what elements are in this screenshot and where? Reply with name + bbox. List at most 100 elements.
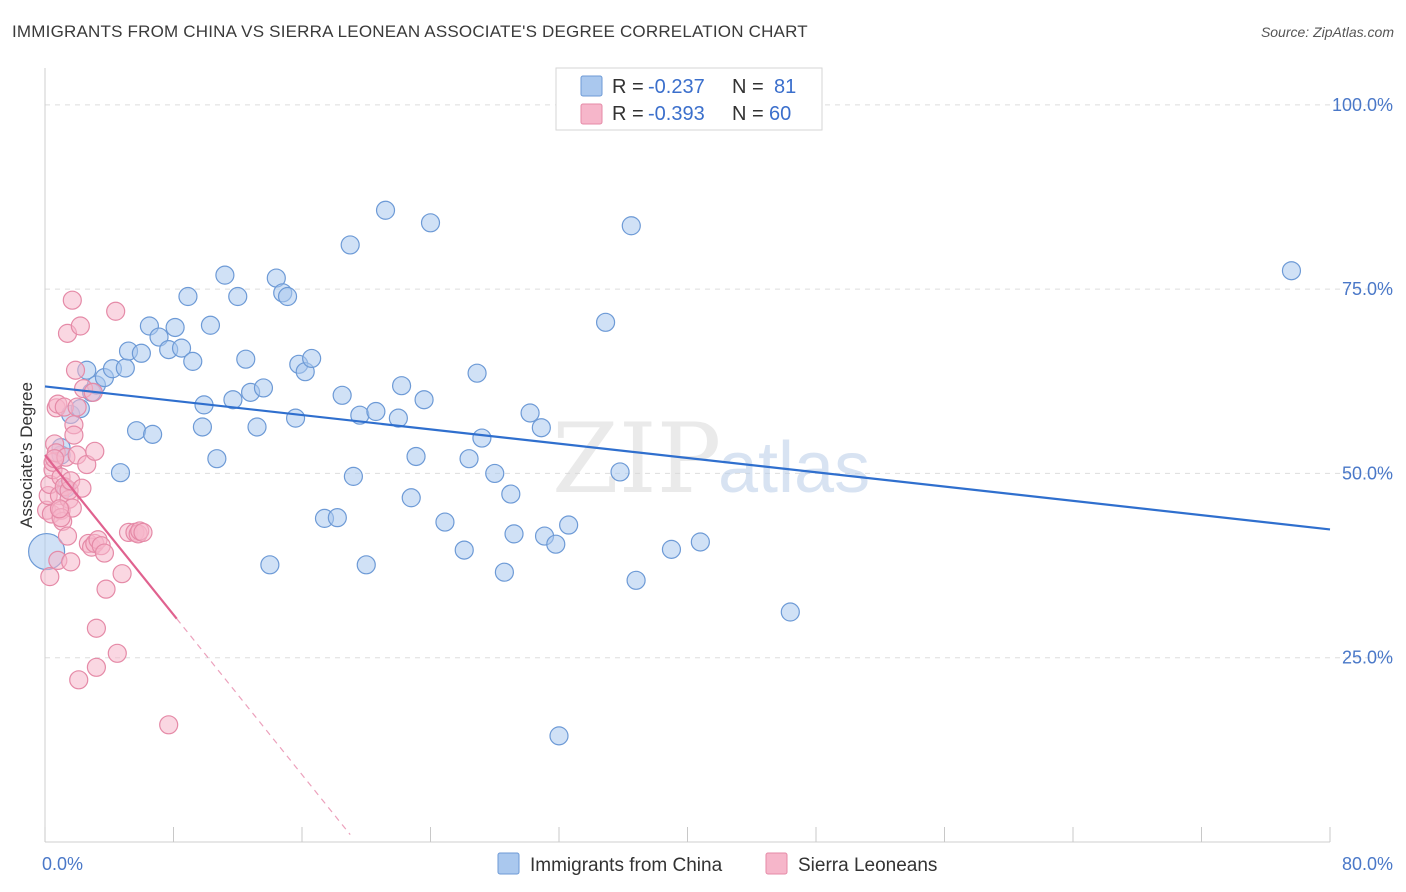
x-tick-label: 0.0% <box>42 854 83 874</box>
grid-layer <box>45 104 1392 659</box>
data-point-china <box>549 726 569 746</box>
data-point-china <box>115 358 135 378</box>
data-point-china <box>375 200 396 220</box>
data-point-china <box>327 508 347 528</box>
legend-r-value-1: -0.237 <box>648 76 705 98</box>
data-point-china <box>520 403 540 423</box>
legend-n-label-2: N = <box>732 103 764 125</box>
data-point-sierra <box>65 360 86 380</box>
data-point-china <box>343 466 363 486</box>
data-point-sierra <box>61 552 81 572</box>
data-point-china <box>595 312 616 332</box>
data-point-china <box>366 401 386 422</box>
data-point-sierra <box>62 290 82 310</box>
data-point-sierra <box>86 618 107 638</box>
data-point-china <box>401 488 421 508</box>
data-point-china <box>165 317 185 338</box>
data-point-china <box>467 363 487 383</box>
data-point-sierra <box>159 715 179 735</box>
source-credit: Source: ZipAtlas.com <box>1260 24 1394 40</box>
data-point-sierra <box>67 397 87 417</box>
y-tick-label: 25.0% <box>1342 648 1393 668</box>
data-point-sierra <box>86 657 107 677</box>
bottom-legend-swatch-china <box>497 852 520 875</box>
legend-n-label-1: N = <box>732 76 764 98</box>
data-point-china <box>247 417 267 437</box>
data-point-sierra <box>49 499 70 519</box>
data-point-sierra <box>94 543 115 563</box>
data-point-china <box>1281 261 1302 281</box>
data-point-china <box>171 338 192 358</box>
data-point-sierra <box>40 567 60 587</box>
data-point-sierra <box>69 670 89 690</box>
legend-n-value-1: 81 <box>774 76 796 98</box>
trendline-sierra <box>44 454 178 620</box>
x-tick-label: 80.0% <box>1342 854 1393 874</box>
data-point-sierra <box>57 526 78 546</box>
data-point-china <box>780 602 800 622</box>
data-point-china <box>531 418 551 438</box>
data-point-china <box>192 417 213 437</box>
data-point-sierra <box>133 522 153 543</box>
legend-r-label-1: R = <box>612 76 644 98</box>
trendline-china <box>44 385 1331 531</box>
y-tick-label: 50.0% <box>1342 463 1393 483</box>
data-point-china <box>223 390 243 410</box>
data-point-china <box>215 265 235 285</box>
data-point-china <box>260 555 280 575</box>
data-point-china <box>356 555 376 575</box>
data-point-sierra <box>70 316 90 336</box>
legend-swatch-pink <box>580 103 603 125</box>
data-point-china <box>501 484 521 504</box>
data-point-china <box>277 286 298 307</box>
data-point-china <box>200 315 221 335</box>
chart-title: IMMIGRANTS FROM CHINA VS SIERRA LEONEAN … <box>12 22 808 41</box>
data-point-china <box>406 446 426 467</box>
y-tick-label: 75.0% <box>1342 279 1393 299</box>
data-point-china <box>183 351 203 371</box>
data-point-china <box>494 562 514 582</box>
data-point-china <box>459 449 479 469</box>
watermark: ZIP atlas <box>552 403 870 515</box>
data-point-china <box>504 524 524 544</box>
data-point-china <box>388 408 408 428</box>
data-point-sierra <box>64 425 84 445</box>
data-point-china <box>661 539 682 559</box>
bottom-legend: Immigrants from China Sierra Leoneans <box>497 852 937 876</box>
bottom-legend-label-china: Immigrants from China <box>530 855 723 876</box>
data-point-china <box>131 343 151 363</box>
data-point-china <box>391 376 412 396</box>
data-point-china <box>485 463 505 484</box>
legend-r-value-2: -0.393 <box>648 103 705 125</box>
data-point-sierra <box>85 441 105 461</box>
trend-layer <box>44 385 1331 836</box>
data-point-china <box>454 540 474 560</box>
data-point-china <box>332 385 352 405</box>
data-point-china <box>621 216 641 236</box>
data-point-china <box>126 421 147 441</box>
points-layer <box>28 200 1302 746</box>
data-point-sierra <box>96 579 116 599</box>
legend-r-label-2: R = <box>612 103 644 125</box>
legend-swatch-blue <box>580 75 603 97</box>
y-axis-label: Associate's Degree <box>17 382 36 528</box>
trendline-extension-sierra <box>176 618 351 836</box>
y-tick-label: 100.0% <box>1332 95 1393 115</box>
data-point-china <box>626 570 646 590</box>
data-point-china <box>435 512 455 532</box>
bottom-legend-label-sierra: Sierra Leoneans <box>798 855 937 876</box>
data-point-sierra <box>106 301 126 321</box>
legend-box: R = -0.237 N = 81 R = -0.393 N = 60 <box>555 67 823 131</box>
data-point-china <box>178 286 198 307</box>
data-point-china <box>690 532 710 552</box>
data-point-china <box>228 286 248 307</box>
data-point-sierra <box>112 564 132 584</box>
data-point-china <box>207 449 227 469</box>
data-point-china <box>414 390 434 410</box>
data-point-china <box>610 462 630 482</box>
data-point-china <box>302 348 322 369</box>
data-point-china <box>340 235 360 255</box>
data-point-china <box>546 534 566 554</box>
tick-layer: 25.0% 50.0% 75.0% 100.0% 0.0% 80.0% <box>42 95 1393 874</box>
